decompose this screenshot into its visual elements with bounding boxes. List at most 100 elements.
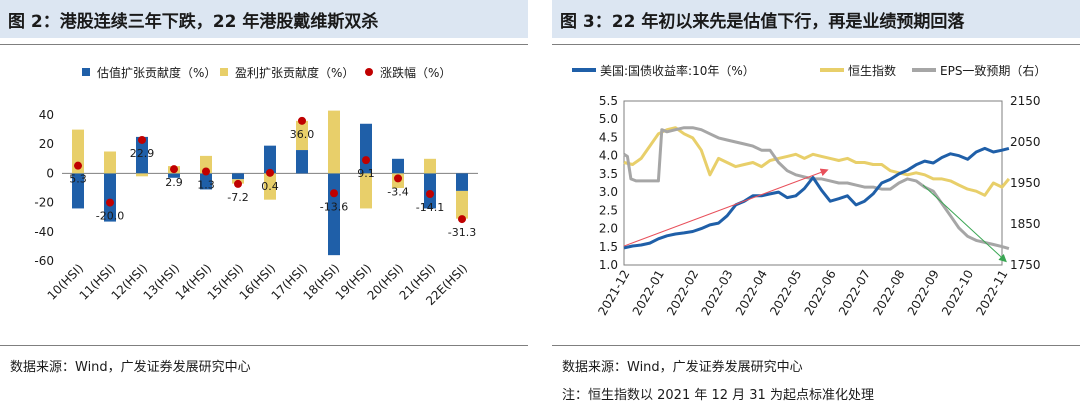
x-tick-label: 2022-11 bbox=[973, 268, 1010, 318]
right-note-text: 注：恒生指数以 2021 年 12 月 31 为起点标准化处理 bbox=[562, 388, 874, 403]
y-tick-label: 20 bbox=[39, 137, 54, 151]
right-source-text: 数据来源：Wind，广发证券发展研究中心 bbox=[562, 360, 803, 375]
right-title-bar: 图 3：22 年初以来先是估值下行，再是业绩预期回落 bbox=[552, 0, 1080, 38]
legend-swatch bbox=[365, 68, 373, 76]
bar-valuation bbox=[392, 158, 404, 174]
x-tick-label: 2021-12 bbox=[595, 268, 632, 318]
y-tick-label: -20 bbox=[34, 196, 54, 210]
x-tick-label: 2022-04 bbox=[733, 268, 770, 318]
change-dot bbox=[106, 198, 114, 207]
right-figure-title: 图 3：22 年初以来先是估值下行，再是业绩预期回落 bbox=[560, 12, 965, 32]
y-left-tick-label: 3.0 bbox=[599, 185, 618, 199]
y-tick-label: -40 bbox=[34, 225, 54, 239]
x-tick-label: 2022-07 bbox=[836, 268, 873, 318]
left-figure-panel: 图 2：港股连续三年下跌，22 年港股戴维斯双杀 估值扩张贡献度（%） 盈利扩张贡… bbox=[0, 0, 528, 408]
left-figure-title: 图 2：港股连续三年下跌，22 年港股戴维斯双杀 bbox=[8, 12, 379, 32]
x-tick-label: 2022-01 bbox=[630, 268, 667, 318]
y-left-tick-label: 5.0 bbox=[599, 112, 618, 126]
data-label: -7.2 bbox=[227, 191, 248, 204]
y-right-tick-label: 1950 bbox=[1010, 176, 1041, 190]
bar-valuation bbox=[456, 173, 468, 191]
plot-frame bbox=[623, 100, 1003, 266]
bar-earnings bbox=[264, 173, 276, 200]
y-left-tick-label: 2.0 bbox=[599, 222, 618, 236]
legend-label: 盈利扩张贡献度（%） bbox=[235, 65, 354, 80]
series-line bbox=[623, 126, 1010, 251]
y-left-tick-label: 1.5 bbox=[599, 240, 618, 254]
bar-valuation bbox=[168, 173, 180, 178]
y-right-tick-label: 2050 bbox=[1010, 135, 1041, 149]
change-dot bbox=[138, 135, 146, 144]
bar-earnings bbox=[104, 151, 116, 174]
legend-label: 涨跌幅（%） bbox=[380, 65, 451, 80]
legend-label: 恒生指数 bbox=[848, 63, 896, 78]
data-label: 0.4 bbox=[261, 180, 279, 193]
y-right-tick-label: 2150 bbox=[1010, 94, 1041, 108]
y-left-tick-label: 4.0 bbox=[599, 149, 618, 163]
series-line bbox=[623, 126, 1011, 197]
change-dot bbox=[202, 167, 210, 176]
y-left-tick-label: 3.5 bbox=[599, 167, 618, 181]
legend-label: 估值扩张贡献度（%） bbox=[97, 65, 216, 80]
x-tick-label: 2022-03 bbox=[698, 268, 735, 318]
y-left-tick-label: 2.5 bbox=[599, 203, 618, 217]
y-left-tick-label: 5.5 bbox=[599, 94, 618, 108]
legend-label: 美国:国债收益率:10年（%） bbox=[600, 63, 755, 78]
bar-valuation bbox=[360, 123, 372, 174]
bar-valuation bbox=[264, 145, 276, 174]
y-right-tick-label: 1850 bbox=[1010, 217, 1041, 231]
change-dot bbox=[234, 179, 242, 188]
trend-arrow bbox=[922, 184, 1007, 263]
change-dot bbox=[394, 174, 402, 183]
data-label: 9.1 bbox=[357, 167, 375, 180]
data-label: 5.3 bbox=[69, 173, 87, 186]
left-source-text: 数据来源：Wind，广发证券发展研究中心 bbox=[10, 360, 251, 375]
change-dot bbox=[298, 116, 306, 125]
data-label: 36.0 bbox=[290, 128, 315, 141]
bar-earnings bbox=[72, 129, 84, 174]
bar-earnings bbox=[360, 173, 372, 209]
right-figure-panel: 图 3：22 年初以来先是估值下行，再是业绩预期回落 美国:国债收益率:10年（… bbox=[552, 0, 1080, 408]
x-tick-label: 2022-08 bbox=[870, 268, 907, 318]
y-right-tick-label: 1750 bbox=[1010, 258, 1041, 272]
bar-valuation bbox=[296, 150, 308, 174]
data-label: 1.3 bbox=[197, 179, 215, 192]
y-tick-label: 0 bbox=[46, 166, 54, 180]
bar-earnings bbox=[136, 173, 148, 177]
series-line bbox=[623, 146, 1010, 250]
x-tick-label: 2022-05 bbox=[767, 268, 804, 318]
data-label: -14.1 bbox=[416, 201, 444, 214]
change-dot bbox=[74, 161, 82, 170]
left-chart-frame: 估值扩张贡献度（%） 盈利扩张贡献度（%） 涨跌幅（%） -60 -40 -20 0 20 40… bbox=[0, 44, 528, 346]
left-title-bar: 图 2：港股连续三年下跌，22 年港股戴维斯双杀 bbox=[0, 0, 528, 38]
bar-valuation bbox=[328, 173, 340, 256]
data-label: -31.3 bbox=[448, 226, 476, 239]
right-chart-frame: 美国:国债收益率:10年（%） 恒生指数 EPS一致预期（右） 1.0 1.5 2.0 2.… bbox=[552, 44, 1080, 346]
bar-earnings bbox=[296, 120, 308, 151]
bar-earnings bbox=[328, 110, 340, 174]
bar-chart: 估值扩张贡献度（%） 盈利扩张贡献度（%） 涨跌幅（%） -60 -40 -20 0 20 40… bbox=[34, 65, 478, 308]
legend-label: EPS一致预期（右） bbox=[940, 63, 1046, 78]
line-chart: 美国:国债收益率:10年（%） 恒生指数 EPS一致预期（右） 1.0 1.5 2.0 2.… bbox=[572, 63, 1046, 318]
y-tick-label: -60 bbox=[34, 254, 54, 268]
y-tick-label: 40 bbox=[39, 108, 54, 122]
trend-arrow bbox=[623, 168, 829, 247]
change-dot bbox=[330, 189, 338, 198]
change-dot bbox=[170, 165, 178, 174]
change-dot bbox=[266, 168, 274, 177]
bar-earnings bbox=[456, 190, 468, 219]
bar-earnings bbox=[424, 158, 436, 174]
bar-valuation bbox=[232, 173, 244, 180]
bar-valuation bbox=[136, 136, 148, 174]
change-dot bbox=[362, 156, 370, 165]
data-label: -20.0 bbox=[96, 210, 124, 223]
legend-swatch bbox=[220, 68, 228, 76]
x-tick-label: 2022-09 bbox=[905, 268, 942, 318]
bar-valuation bbox=[104, 173, 116, 222]
x-tick-label: 2022-06 bbox=[802, 268, 839, 318]
y-left-tick-label: 4.5 bbox=[599, 130, 618, 144]
x-tick-label: 2022-02 bbox=[664, 268, 701, 318]
bar-valuation bbox=[200, 173, 212, 190]
data-label: 22.9 bbox=[130, 147, 155, 160]
data-label: -13.6 bbox=[320, 200, 348, 213]
